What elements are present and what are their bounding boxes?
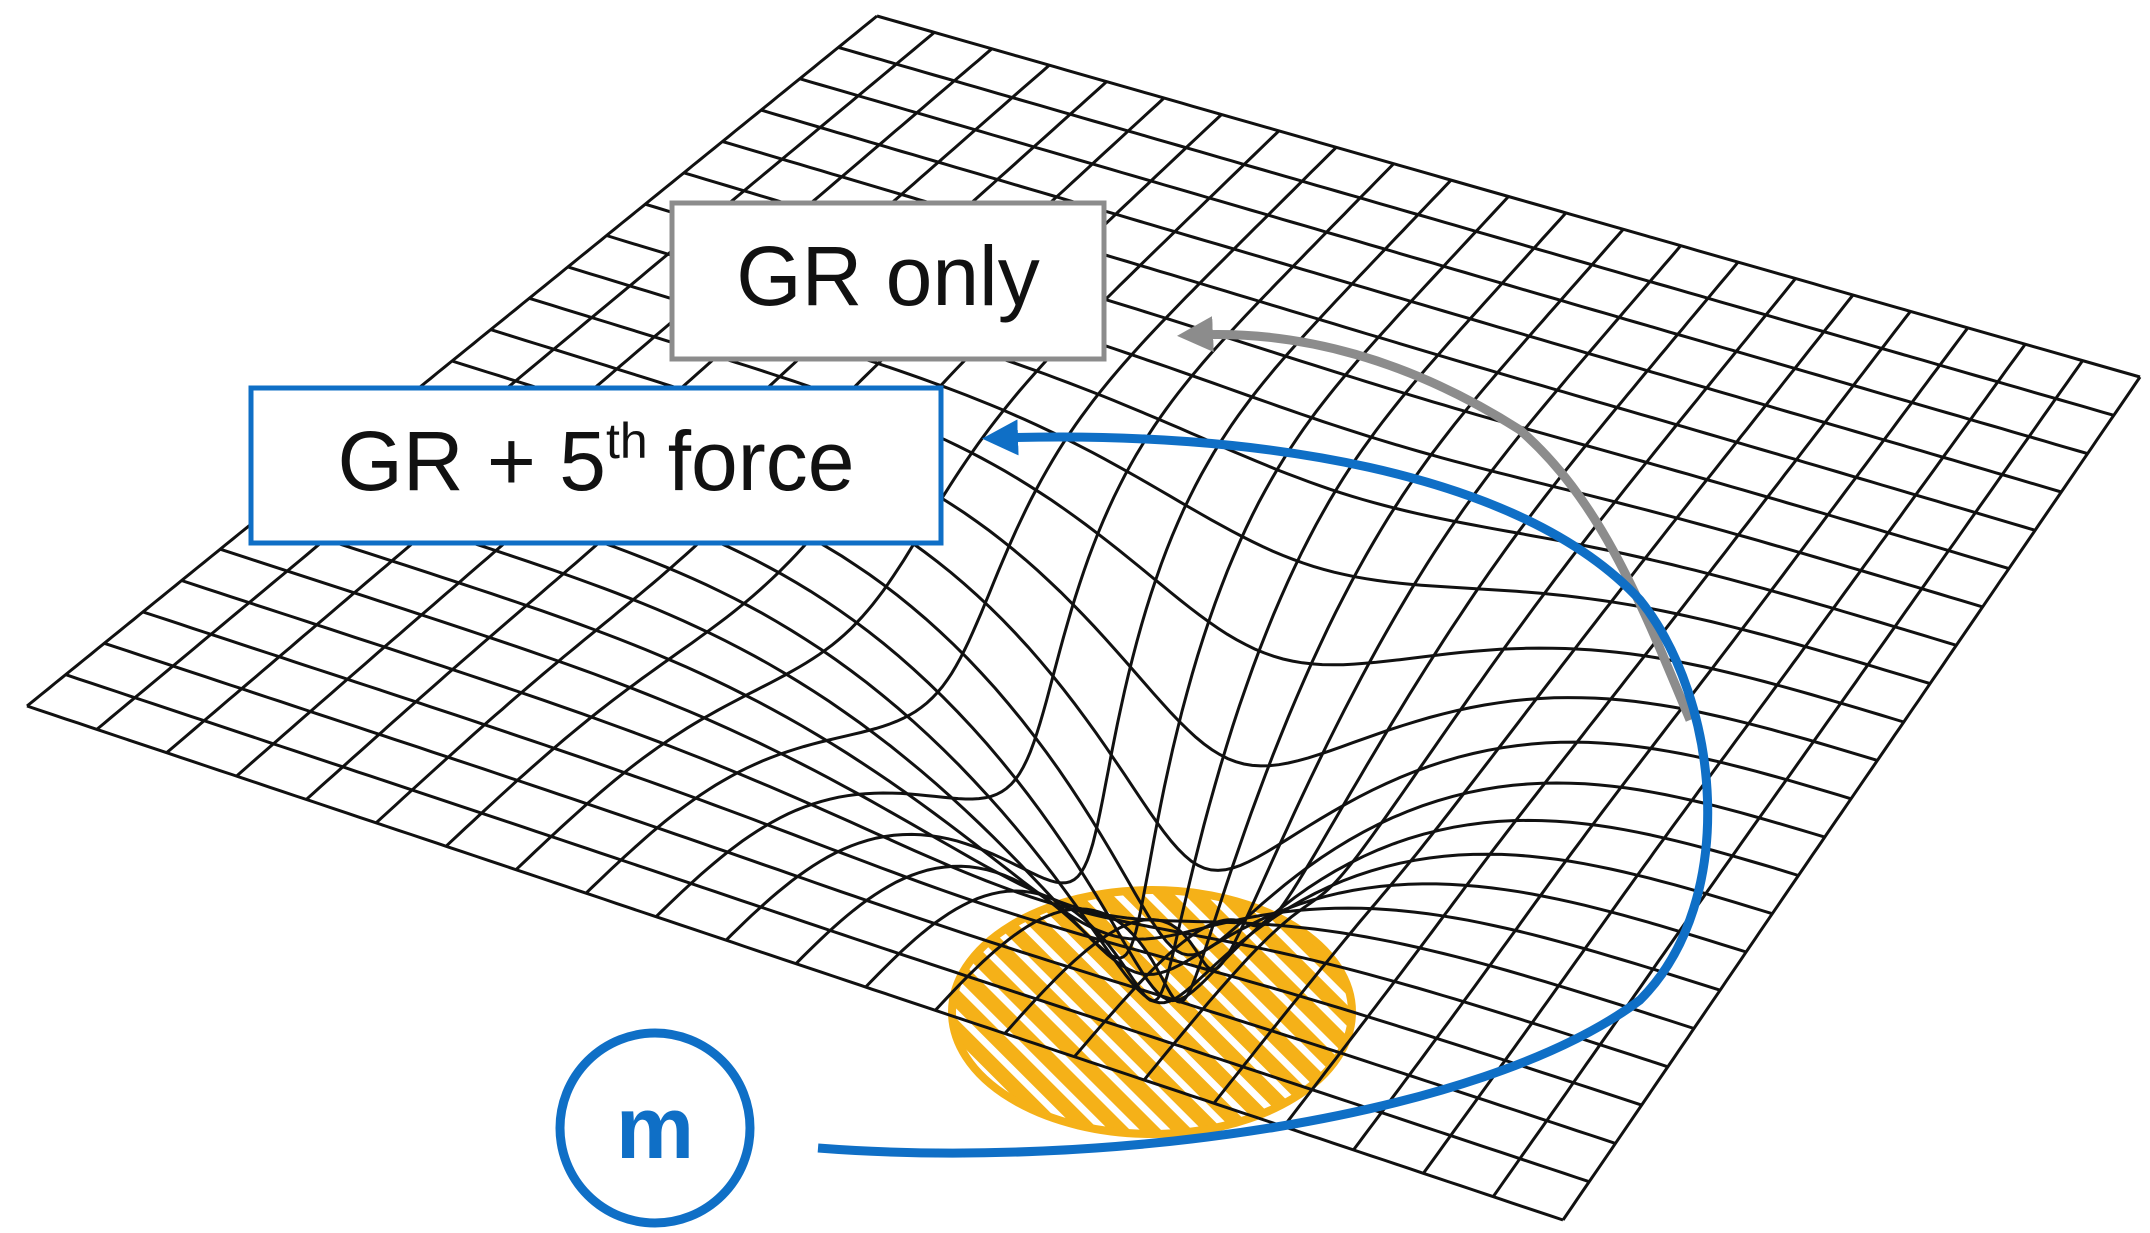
diagram: GR only GR + 5thforce m [0,0,2150,1233]
grid-line [1563,377,2140,1220]
grid-line [220,549,1694,1028]
grid-line [1493,361,2082,1197]
grid-line [1423,344,2025,1173]
page: GR only GR + 5thforce m (() => { const d… [0,0,2150,1233]
label-sup: th [606,413,648,469]
grid-line [259,518,1720,990]
gr-only-label: GR only [736,229,1039,323]
label-rest: force [668,414,855,508]
gr-only-arrow [1195,334,1690,720]
grid-line [66,675,1590,1182]
grid-line [298,487,1747,975]
grid-line [104,643,1615,1143]
label-base: GR + 5 [338,414,606,508]
mass-label: m [616,1078,694,1177]
grid-line [1354,328,1968,1150]
